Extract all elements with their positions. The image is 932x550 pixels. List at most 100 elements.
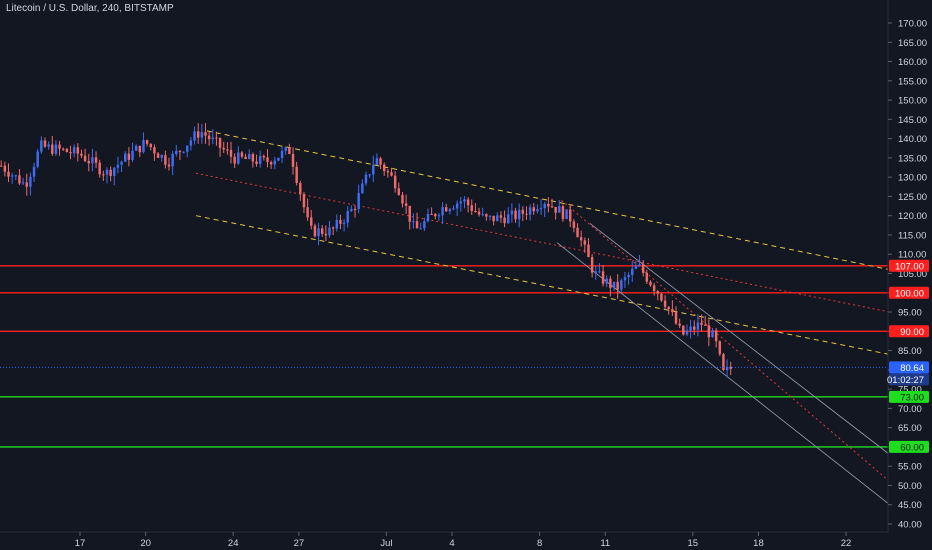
candle-body[interactable] [364,174,368,184]
candle-body[interactable] [43,140,47,147]
candle-body[interactable] [277,157,280,161]
candle-body[interactable] [233,156,236,164]
candle-body[interactable] [207,135,211,140]
candle-body[interactable] [652,285,656,292]
candle-body[interactable] [641,264,645,273]
candle-body[interactable] [54,144,58,154]
candle-body[interactable] [444,207,448,212]
candle-body[interactable] [474,210,477,212]
candle-body[interactable] [353,208,357,210]
candle-body[interactable] [244,156,247,159]
candle-body[interactable] [94,157,98,163]
candle-body[interactable] [729,366,732,369]
candle-body[interactable] [145,140,149,144]
candle-body[interactable] [645,272,649,282]
candle-body[interactable] [594,271,597,273]
candle-body[interactable] [138,145,142,153]
candle-body[interactable] [47,144,50,147]
candle-body[interactable] [76,147,80,154]
candle-body[interactable] [215,137,218,139]
candle-body[interactable] [609,278,612,288]
candle-body[interactable] [32,166,36,177]
candle-body[interactable] [554,206,557,213]
candle-body[interactable] [346,211,349,223]
candle-body[interactable] [528,207,532,215]
candle-body[interactable] [153,147,156,154]
candle-body[interactable] [579,237,583,241]
candle-body[interactable] [601,271,605,284]
candle-body[interactable] [262,156,266,158]
candle-body[interactable] [36,151,39,167]
candle-body[interactable] [550,206,554,208]
candle-body[interactable] [273,160,277,165]
candle-body[interactable] [288,147,291,154]
candle-body[interactable] [91,157,94,164]
candle-body[interactable] [251,154,255,162]
candle-body[interactable] [375,158,379,165]
candle-body[interactable] [83,155,87,162]
candle-body[interactable] [134,145,138,151]
candle-body[interactable] [700,322,703,325]
time-axis[interactable]: 17 20 24 27 Jul 4 8 11 15 18 22 [75,532,852,549]
candle-body[interactable] [258,156,262,164]
candle-body[interactable] [113,167,116,176]
candle-body[interactable] [536,209,539,212]
candle-body[interactable] [331,227,335,229]
candle-body[interactable] [576,227,579,238]
candle-body[interactable] [342,222,346,224]
candle-body[interactable] [631,268,634,276]
candle-body[interactable] [616,281,619,290]
candle-body[interactable] [116,164,120,168]
candle-body[interactable] [459,201,463,204]
candle-body[interactable] [80,153,83,156]
candle-body[interactable] [466,199,470,206]
candle-body[interactable] [397,188,401,195]
candle-body[interactable] [696,322,700,330]
candle-body[interactable] [620,280,623,290]
candle-body[interactable] [725,366,729,371]
candle-body[interactable] [226,149,229,151]
candle-body[interactable] [693,326,696,330]
candle-body[interactable] [160,155,163,158]
candle-body[interactable] [229,149,233,157]
candle-body[interactable] [382,164,386,172]
candle-body[interactable] [682,325,685,335]
candle-body[interactable] [127,153,131,160]
candle-body[interactable] [291,153,295,167]
candle-body[interactable] [674,312,678,324]
candle-body[interactable] [218,138,222,148]
candle-body[interactable] [317,228,320,237]
candle-body[interactable] [156,153,160,158]
candle-body[interactable] [120,161,123,165]
candle-body[interactable] [379,158,382,165]
candle-body[interactable] [142,140,145,153]
candle-body[interactable] [612,281,616,288]
candle-body[interactable] [3,165,7,172]
candle-body[interactable] [7,171,10,177]
candle-body[interactable] [266,157,269,163]
candle-body[interactable] [58,144,61,149]
candle-body[interactable] [572,221,576,228]
candle-body[interactable] [565,209,568,220]
candle-body[interactable] [583,240,587,245]
candle-body[interactable] [280,151,284,158]
trend-line[interactable] [195,215,890,355]
candle-body[interactable] [51,144,54,154]
candle-body[interactable] [368,174,371,176]
candle-body[interactable] [269,162,273,165]
candle-body[interactable] [295,166,298,183]
candle-body[interactable] [204,132,207,136]
candle-body[interactable] [255,161,258,164]
candle-body[interactable] [361,183,364,194]
trend-line[interactable] [561,199,891,482]
candle-body[interactable] [419,228,422,230]
candle-body[interactable] [488,215,492,217]
candle-body[interactable] [415,221,419,229]
candle-body[interactable] [14,175,18,177]
candle-body[interactable] [514,210,517,220]
candle-body[interactable] [284,147,287,152]
candle-body[interactable] [200,132,204,138]
candle-body[interactable] [328,227,331,236]
candle-body[interactable] [649,281,652,286]
